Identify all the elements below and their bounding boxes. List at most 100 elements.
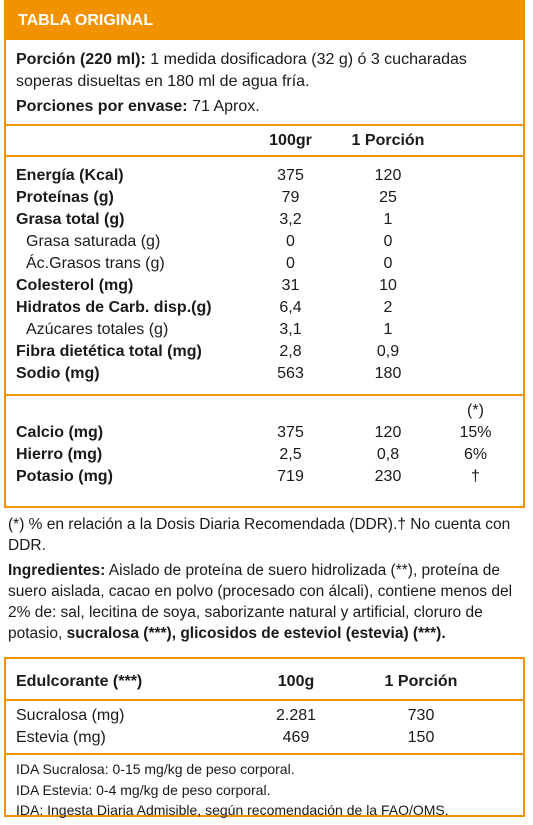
nutrient-name: Azúcares totales (g) xyxy=(26,321,169,338)
nutrient-value: 0 xyxy=(286,255,295,272)
nutrient-name: Hidratos de Carb. disp.(g) xyxy=(16,299,212,316)
nutrient-value: 25 xyxy=(379,189,397,206)
nutrient-name: Sodio (mg) xyxy=(16,365,100,382)
nutrient-value: 0 xyxy=(286,233,295,250)
sweetener-column: 1 Porción xyxy=(384,673,458,690)
servings-label: Porciones por envase: xyxy=(16,98,188,115)
spacer xyxy=(16,400,243,422)
nutrient-name: Ác.Grasos trans (g) xyxy=(26,255,165,272)
sweetener-cell: Sucralosa (mg) xyxy=(16,707,125,724)
mineral-section: (*) Calcio (mg) 375 120 15% Hierro (mg) 2,5 0,8… xyxy=(6,396,523,492)
portion-label: Porción (220 ml): xyxy=(16,51,146,68)
sweetener-rows: Sucralosa (mg) 2.281 730 Estevia (mg) 469 150 xyxy=(6,701,523,755)
nutrient-value: 3,1 xyxy=(279,321,302,338)
sweetener-cell: 469 xyxy=(282,729,310,746)
sweetener-row: Estevia (mg) 469 150 xyxy=(16,727,513,749)
ingredient-text: Ingredientes: xyxy=(8,562,106,579)
header-title: TABLA ORIGINAL xyxy=(6,2,523,40)
nutrient-value: 1 xyxy=(383,321,393,338)
nutrient-value: 10 xyxy=(379,277,397,294)
ingredient-text: Aislado de proteína de suero hidrolizada… xyxy=(8,562,513,642)
nutrient-name: Energía (Kcal) xyxy=(16,167,124,184)
nutrient-row: Hidratos de Carb. disp.(g) 6,4 2 xyxy=(16,297,513,319)
mineral-name: Hierro (mg) xyxy=(16,446,103,463)
sweetener-row: Sucralosa (mg) 2.281 730 xyxy=(16,705,513,727)
column-label: 100gr xyxy=(269,132,312,149)
servings-text: 71 Aprox. xyxy=(192,98,260,115)
nutrient-row: Grasa saturada (g) 0 0 xyxy=(16,231,513,253)
mineral-name: Calcio (mg) xyxy=(16,424,104,441)
sweetener-note: IDA Estevia: 0-4 mg/kg de peso corporal. xyxy=(16,781,271,798)
nutrient-value: 2 xyxy=(383,299,393,316)
nutrient-name: Grasa saturada (g) xyxy=(26,233,161,250)
main-table: TABLA ORIGINAL Porción (220 ml): 1 medid… xyxy=(4,0,525,508)
nutrient-value: 1 xyxy=(383,211,393,228)
mineral-value: 6% xyxy=(463,446,488,463)
mineral-row: Potasio (mg) 719 230 † xyxy=(16,466,513,488)
mineral-value: 15% xyxy=(459,424,492,441)
nutrient-name: Fibra dietética total (mg) xyxy=(16,343,202,360)
ddr-header: (*) xyxy=(467,402,484,419)
mineral-value: 0,8 xyxy=(376,446,400,463)
nutrient-value: 120 xyxy=(374,167,402,184)
portion-section: Porción (220 ml): 1 medida dosificadora … xyxy=(6,40,523,126)
mineral-row: Calcio (mg) 375 120 15% xyxy=(16,422,513,444)
nutrient-row: Grasa total (g) 3,2 1 xyxy=(16,209,513,231)
sweetener-column: Edulcorante (***) xyxy=(16,673,143,690)
nutrient-row: Azúcares totales (g) 3,1 1 xyxy=(16,319,513,341)
nutrient-value: 0,9 xyxy=(376,343,400,360)
nutrient-section: Energía (Kcal) 375 120 Proteínas (g) 79 25 Gra… xyxy=(6,157,523,396)
mineral-row: Hierro (mg) 2,5 0,8 6% xyxy=(16,444,513,466)
mineral-name: Potasio (mg) xyxy=(16,468,113,485)
portion-text: 1 medida dosificadora (32 g) ó 3 cuchara… xyxy=(16,51,467,90)
ingredient-text: sucralosa (***), xyxy=(66,625,177,642)
nutrient-name: Colesterol (mg) xyxy=(16,277,134,294)
nutrient-value: 31 xyxy=(281,277,300,294)
mineral-value: 2,5 xyxy=(279,446,302,463)
sweetener-header: Edulcorante (***) 100g 1 Porción xyxy=(6,659,523,701)
nutrient-value: 0 xyxy=(383,255,393,272)
spacer xyxy=(338,400,438,422)
nutrient-row: Sodio (mg) 563 180 xyxy=(16,363,513,385)
nutrient-name: Grasa total (g) xyxy=(16,211,125,228)
spacer xyxy=(243,400,338,422)
sweetener-header-row: Edulcorante (***) 100g 1 Porción xyxy=(16,671,513,693)
column-header: 100gr 1 Porción xyxy=(6,126,523,157)
sweetener-cell: 150 xyxy=(407,729,435,746)
mineral-value: 230 xyxy=(374,468,402,485)
sweetener-notes: IDA Sucralosa: 0-15 mg/kg de peso corpor… xyxy=(6,755,523,825)
nutrient-value: 2,8 xyxy=(279,343,302,360)
sweetener-cell: 2.281 xyxy=(275,707,317,724)
mineral-value: 120 xyxy=(374,424,402,441)
nutrient-value: 180 xyxy=(374,365,402,382)
mineral-value: † xyxy=(471,468,480,485)
sweetener-column: 100g xyxy=(277,673,315,690)
nutrient-value: 79 xyxy=(281,189,300,206)
sweetener-note: IDA Sucralosa: 0-15 mg/kg de peso corpor… xyxy=(16,761,295,777)
sweetener-table: Edulcorante (***) 100g 1 Porción Sucralosa… xyxy=(4,657,525,818)
nutrient-row: Colesterol (mg) 31 10 xyxy=(16,275,513,297)
nutrient-value: 375 xyxy=(277,167,304,184)
ingredient-text: glicosidos de esteviol (estevia) (***). xyxy=(180,625,446,642)
mineral-value: 375 xyxy=(277,424,304,441)
nutrient-value: 0 xyxy=(383,233,393,250)
sweetener-cell: Estevia (mg) xyxy=(16,729,106,746)
nutrient-value: 3,2 xyxy=(279,211,302,228)
sweetener-cell: 730 xyxy=(407,707,435,724)
servings: Porciones por envase: 71 Aprox. xyxy=(16,96,513,118)
footnote: (*) % en relación a la Dosis Diaria Reco… xyxy=(8,516,511,554)
nutrient-value: 6,4 xyxy=(279,299,302,316)
portion: Porción (220 ml): 1 medida dosificadora … xyxy=(16,49,513,93)
column-label: 1 Porción xyxy=(351,132,425,149)
nutrient-row: Ác.Grasos trans (g) 0 0 xyxy=(16,253,513,275)
ddr-header-row: (*) xyxy=(16,400,513,422)
mineral-value: 719 xyxy=(277,468,304,485)
nutrient-name: Proteínas (g) xyxy=(16,189,114,206)
nutrient-row: Fibra dietética total (mg) 2,8 0,9 xyxy=(16,341,513,363)
nutrient-row: Proteínas (g) 79 25 xyxy=(16,187,513,209)
column-row: 100gr 1 Porción xyxy=(16,130,513,152)
sweetener-note: IDA: Ingesta Diaria Admisible, según rec… xyxy=(16,802,449,818)
ingredients: Ingredientes: Aislado de proteína de sue… xyxy=(8,560,528,644)
nutrient-row: Energía (Kcal) 375 120 xyxy=(16,165,513,187)
